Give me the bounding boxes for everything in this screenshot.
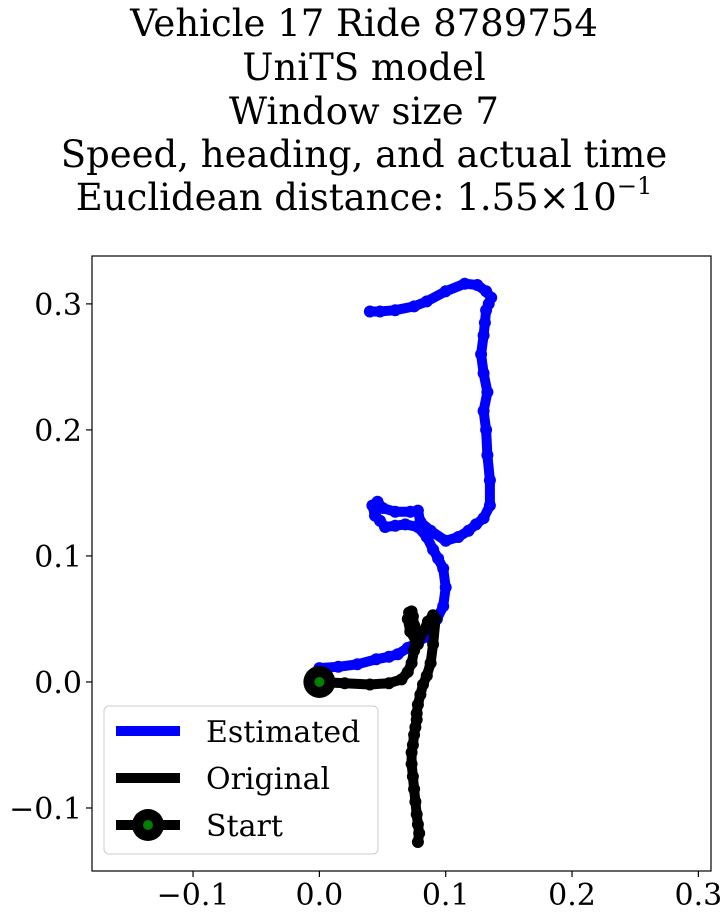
series-point-original xyxy=(405,757,418,770)
series-point-estimated xyxy=(481,386,494,399)
series-point-original xyxy=(408,783,421,796)
series-point-estimated xyxy=(363,305,376,318)
series-point-estimated xyxy=(370,653,383,666)
series-point-original xyxy=(408,728,421,741)
series-point-original xyxy=(413,827,426,840)
series-point-estimated xyxy=(391,648,404,661)
series-point-estimated xyxy=(374,305,386,318)
series-line-original xyxy=(314,606,441,847)
title-times: × xyxy=(538,176,570,219)
title-base: 10 xyxy=(569,176,617,219)
series-point-estimated xyxy=(408,300,421,313)
ticks-layer: −0.1 0.0 0.1 0.2 0.3 −0.1 0.0 0.1 0.2 0.3 xyxy=(9,288,722,913)
series-point-original xyxy=(411,836,424,848)
y-tick-label: 0.0 xyxy=(34,666,82,701)
series-point-estimated xyxy=(389,505,402,518)
legend-start-marker-inner xyxy=(143,820,153,830)
title-exponent: −1 xyxy=(616,172,653,200)
series-point-estimated xyxy=(480,285,493,298)
title-line-2: UniTS model xyxy=(242,46,486,89)
series-point-estimated xyxy=(420,295,433,308)
series-point-estimated xyxy=(411,504,424,517)
series-point-estimated xyxy=(437,600,450,613)
y-tick-label: 0.2 xyxy=(34,414,82,449)
series-point-estimated xyxy=(332,660,345,673)
series-point-original xyxy=(405,657,418,670)
series-point-estimated xyxy=(477,367,490,380)
series-point-estimated xyxy=(477,512,490,525)
series-point-estimated xyxy=(480,423,493,436)
series-point-original xyxy=(406,770,419,783)
y-tick-label: 0.3 xyxy=(34,288,82,323)
series-point-original xyxy=(427,638,440,651)
series-point-original xyxy=(424,657,437,670)
series-point-original xyxy=(411,698,424,711)
series-point-estimated xyxy=(439,581,452,594)
series-point-original xyxy=(382,677,395,690)
series-layer xyxy=(303,277,498,848)
series-point-estimated xyxy=(427,543,440,556)
series-point-original xyxy=(401,613,414,625)
series-point-estimated xyxy=(483,499,496,512)
series-point-original xyxy=(411,818,424,831)
series-point-original xyxy=(414,688,427,701)
series-point-estimated xyxy=(389,519,402,532)
series-point-estimated xyxy=(475,348,488,361)
legend-box xyxy=(103,705,379,855)
series-point-original xyxy=(405,746,418,759)
series-point-original xyxy=(363,678,376,691)
legend: Estimated Original Start xyxy=(103,705,379,855)
series-point-estimated xyxy=(458,277,471,290)
series-point-estimated xyxy=(369,509,381,522)
title-line-1: Vehicle 17 Ride 8789754 xyxy=(130,2,598,45)
y-tick-label: −0.1 xyxy=(9,792,82,827)
series-point-estimated xyxy=(478,316,491,329)
title-line-3: Window size 7 xyxy=(229,90,499,133)
series-point-estimated xyxy=(399,518,412,531)
series-point-original xyxy=(338,677,351,690)
x-tick-label: 0.0 xyxy=(296,878,344,913)
series-point-estimated xyxy=(477,329,490,342)
series-point-estimated xyxy=(437,562,450,575)
x-tick-label: 0.3 xyxy=(675,878,723,913)
series-point-original xyxy=(411,638,424,651)
title-mantissa: 1.55 xyxy=(456,176,539,219)
plot-frame xyxy=(91,255,712,872)
series-point-original xyxy=(404,625,417,638)
series-point-estimated xyxy=(471,279,484,291)
y-tick-label: 0.1 xyxy=(34,540,82,575)
x-tick-label: 0.2 xyxy=(548,878,596,913)
series-point-estimated xyxy=(424,524,437,537)
legend-start-label: Start xyxy=(206,809,283,844)
title-line-5: Euclidean distance: 1.55×10−1 xyxy=(0,174,728,220)
start-marker-inner xyxy=(314,676,325,687)
series-point-estimated xyxy=(414,515,427,528)
legend-original-label: Original xyxy=(206,762,330,797)
series-point-original xyxy=(410,808,423,821)
series-point-estimated xyxy=(376,502,389,514)
series-point-estimated xyxy=(432,552,445,565)
series-point-estimated xyxy=(483,474,496,487)
series-point-estimated xyxy=(439,285,452,298)
series-point-original xyxy=(417,678,429,691)
series-point-estimated xyxy=(389,304,402,317)
legend-estimated-label: Estimated xyxy=(206,715,360,750)
series-point-estimated xyxy=(439,534,452,547)
series-point-estimated xyxy=(481,449,494,462)
series-point-original xyxy=(409,795,422,808)
series-point-estimated xyxy=(351,658,364,671)
title-prefix: Euclidean distance: xyxy=(75,176,457,219)
series-point-estimated xyxy=(477,405,490,417)
title-line-4: Speed, heading, and actual time xyxy=(60,133,668,176)
x-tick-label: 0.1 xyxy=(422,878,470,913)
series-point-original xyxy=(429,613,442,625)
series-point-estimated xyxy=(452,531,465,543)
x-tick-label: −0.1 xyxy=(157,878,230,913)
series-point-original xyxy=(417,625,429,638)
